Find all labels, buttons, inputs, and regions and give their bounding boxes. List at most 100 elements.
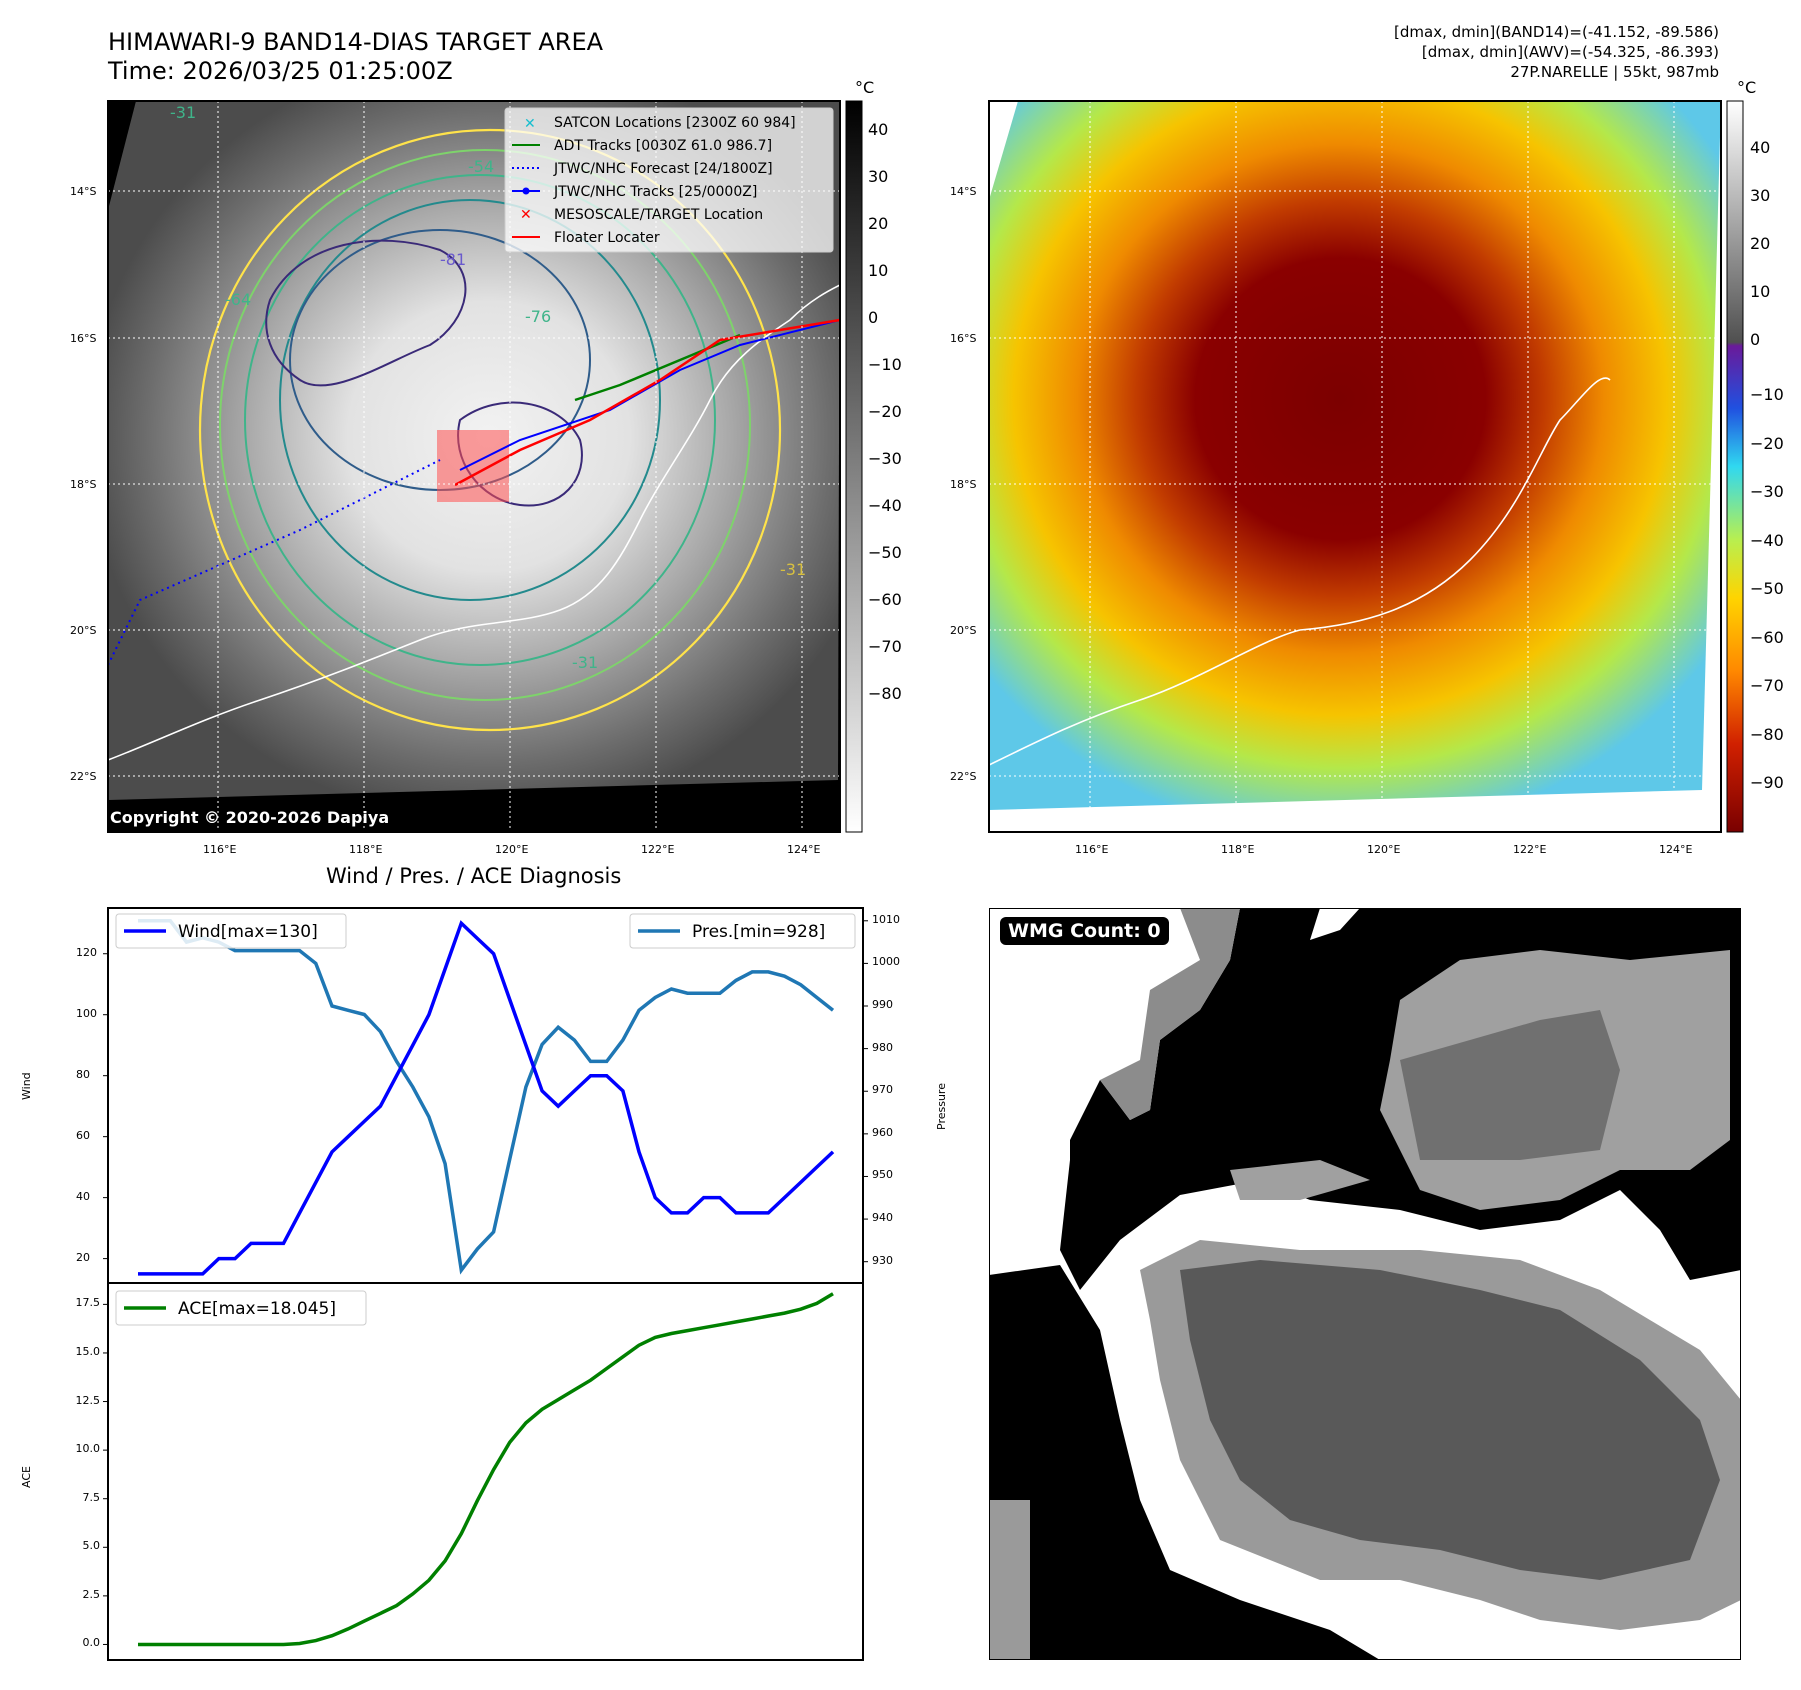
chart-time: Time: 2026/03/25 01:25:00Z	[108, 57, 453, 85]
contour-teal	[279, 199, 661, 601]
colorbar-tick: −70	[868, 637, 902, 656]
colorbar-tick: 20	[1750, 234, 1771, 253]
ace-tick-label: 15.0	[75, 1344, 101, 1358]
ace-tick-label: 5.0	[82, 1539, 101, 1553]
wind-legend-label: Wind[max=130]	[178, 922, 318, 942]
wind-tick-label: 60	[76, 1128, 90, 1142]
wmg-lightgray-mid	[1230, 1160, 1370, 1200]
lon-label: 120°E	[495, 843, 529, 856]
left-map-panel: -31 -54 -64 -76 -81 -31 -31 ✕ ✕ SATCON L…	[107, 100, 863, 833]
colorbar-tick: −70	[1750, 676, 1784, 695]
colorbar-tick: −40	[868, 496, 902, 515]
copyright: Copyright © 2020-2026 Dapiya	[110, 808, 390, 827]
pressure-tick-label: 970	[872, 1083, 893, 1097]
wind-tick-label: 40	[76, 1189, 90, 1203]
colorbar-tick: 20	[868, 214, 889, 233]
coastline	[108, 284, 840, 761]
lat-label: 14°S	[950, 185, 977, 198]
pressure-line	[138, 919, 835, 1275]
wmg-darkgray-main	[1180, 1260, 1720, 1580]
left-legend: ✕ ✕ SATCON Locations [2300Z 60 984] ADT …	[504, 107, 834, 253]
pressure-tick-label: 930	[872, 1253, 893, 1267]
contour-label: -31	[170, 103, 196, 122]
lat-label: 14°S	[70, 185, 97, 198]
lon-label: 120°E	[1367, 843, 1401, 856]
contour-label: -76	[525, 307, 551, 326]
wind-line	[138, 920, 835, 1276]
lon-label: 118°E	[349, 843, 383, 856]
colorbar-tick: −30	[868, 449, 902, 468]
colorbar-tick: 30	[1750, 186, 1771, 205]
storm-info: 27P.NARELLE | 55kt, 987mb	[1510, 63, 1719, 81]
legend-jtwc: JTWC/NHC Tracks [25/0000Z]	[553, 184, 757, 200]
diagnosis-title: Wind / Pres. / ACE Diagnosis	[326, 864, 622, 888]
colorbar-tick: 0	[868, 308, 879, 327]
wind-tick-label: 20	[76, 1250, 90, 1264]
contour-light-green	[219, 149, 751, 701]
contour-green	[244, 174, 716, 666]
pressure-tick-label: 1010	[872, 912, 900, 926]
colorbar-tick: −60	[1750, 627, 1784, 647]
contour-label: -54	[468, 157, 494, 176]
pressure-tick-label: 990	[872, 998, 893, 1011]
wmg-gray-topleft	[1100, 908, 1240, 1120]
lat-label: 18°S	[70, 478, 97, 491]
colorbar-tick: 10	[868, 261, 889, 280]
right-map-panel	[988, 100, 1744, 833]
lon-label: 122°E	[1513, 843, 1547, 856]
wind-legend-box	[115, 913, 347, 949]
forecast-track	[108, 459, 441, 666]
wmg-count-badge: WMG Count: 0	[1000, 917, 1169, 945]
coastline-right	[989, 377, 1611, 766]
colorbar-tick: −80	[868, 684, 902, 703]
lon-label: 116°E	[203, 843, 237, 856]
right-gridlines	[989, 101, 1721, 832]
lon-label: 116°E	[1075, 843, 1109, 856]
pressure-axis-label: Pressure	[935, 1083, 948, 1130]
pressure-tick-label: 1000	[872, 955, 900, 969]
wind-tick-label: 120	[76, 945, 97, 959]
pressure-tick-label: 940	[872, 1211, 893, 1225]
colorbar-tick: −30	[1750, 482, 1784, 501]
left-colorbar-unit: °C	[855, 78, 875, 97]
contour-label: -31	[780, 560, 806, 579]
dmax-awv: [dmax, dmin](AWV)=(-54.325, -86.393)	[1421, 43, 1719, 61]
wind-tick-label: 80	[76, 1067, 90, 1081]
legend-satcon: SATCON Locations [2300Z 60 984]	[554, 115, 796, 131]
ace-legend-label: ACE[max=18.045]	[178, 1299, 336, 1319]
lon-label: 124°E	[787, 843, 821, 856]
lat-label: 20°S	[70, 624, 97, 637]
legend-adt: ADT Tracks [0030Z 61.0 986.7]	[554, 138, 772, 154]
right-colorbar-unit: °C	[1737, 78, 1757, 97]
colorbar-tick: −60	[868, 590, 902, 609]
wmg-panel	[989, 908, 1741, 1660]
legend-target: MESOSCALE/TARGET Location	[554, 207, 763, 223]
right-colorbar	[1726, 100, 1744, 833]
colorbar-tick: 0	[1750, 330, 1761, 349]
pressure-tick-label: 980	[872, 1040, 893, 1054]
contour-label: -31	[572, 653, 598, 672]
ace-tick-label: 12.5	[75, 1393, 101, 1407]
colorbar-tick: 40	[868, 120, 889, 139]
colorbar-tick: 10	[1750, 282, 1771, 301]
ace-chart: ACE[max=18.045]	[103, 1282, 864, 1661]
colorbar-tick: −80	[1750, 724, 1784, 744]
lon-label: 118°E	[1221, 843, 1255, 856]
colorbar-tick: −40	[1750, 530, 1784, 550]
wind-axis-label: Wind	[20, 1072, 33, 1100]
colorbar-tick: −90	[1750, 773, 1784, 792]
colorbar-tick: −50	[1750, 579, 1784, 598]
chart-title: HIMAWARI-9 BAND14-DIAS TARGET AREA	[108, 28, 604, 56]
jtwc-dot-icon	[522, 187, 530, 195]
colorbar-tick: 40	[1750, 138, 1771, 157]
floater-track	[454, 318, 840, 487]
ace-line	[138, 1292, 834, 1647]
colorbar-tick: −20	[868, 402, 902, 421]
colorbar-tick: 30	[868, 167, 889, 186]
pressure-legend-label: Pres.[min=928]	[692, 922, 825, 942]
ace-tick-label: 17.5	[75, 1296, 101, 1310]
wind-pressure-chart: Wind[max=130] Pres.[min=928]	[103, 907, 868, 1284]
lon-label: 124°E	[1659, 843, 1693, 856]
lat-label: 20°S	[950, 624, 977, 637]
